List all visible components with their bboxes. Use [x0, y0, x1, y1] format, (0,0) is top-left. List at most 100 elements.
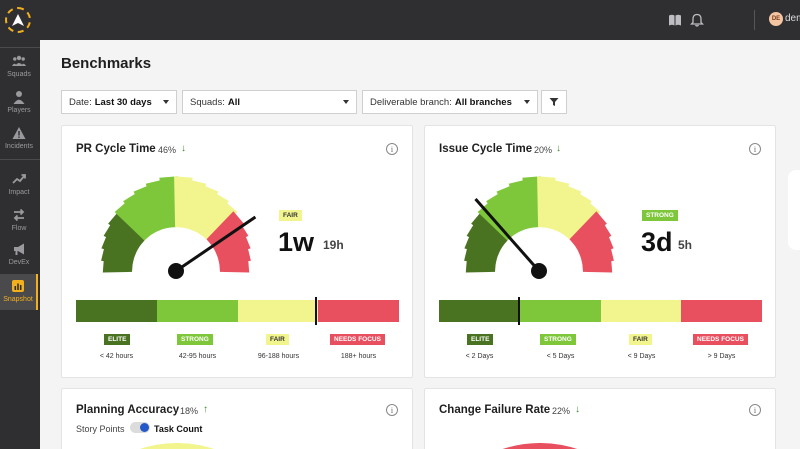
squads-filter-label: Squads:: [190, 96, 225, 108]
gauge-partial: [139, 443, 215, 449]
level-elite: ELITE: [467, 334, 494, 345]
sidebar-item-label: Snapshot: [3, 296, 33, 303]
gauge-segment: [201, 201, 238, 241]
caret-down-icon: [163, 100, 169, 104]
gauge: [464, 176, 614, 279]
gauge-segment: [564, 201, 601, 241]
gauge-segment: [574, 222, 612, 252]
logo-icon: [12, 14, 24, 26]
metric-toggle[interactable]: [130, 422, 150, 433]
sidebar-item-impact[interactable]: Impact: [0, 172, 38, 206]
card-percent: 22%: [552, 406, 571, 416]
gauge-segment: [123, 192, 157, 236]
card-title: Change Failure Rate: [439, 404, 551, 416]
gauge-segment: [159, 176, 178, 228]
sidebar-item-squads[interactable]: Squads: [0, 54, 38, 88]
date-filter-value: Last 30 days: [94, 96, 152, 108]
card-title: Planning Accuracy: [76, 404, 180, 416]
gauge-hub: [168, 263, 184, 279]
gauge-segment: [577, 234, 614, 259]
sidebar-item-incidents[interactable]: Incidents: [0, 126, 38, 160]
gauge-segment: [188, 184, 219, 233]
sidebar-item-label: Squads: [7, 71, 31, 78]
gauge-segment: [103, 222, 141, 252]
arrow-up-icon: ↑: [203, 404, 208, 415]
bar-segment-elite: [439, 300, 520, 322]
gauge-segment: [101, 246, 135, 265]
user-name[interactable]: demo: [785, 13, 800, 24]
sidebar-item-players[interactable]: Players: [0, 90, 38, 124]
gauge: [101, 176, 257, 279]
sidebar: Squads Players Incidents Impact Flow Dev…: [0, 0, 40, 449]
logo[interactable]: [5, 7, 31, 33]
bar-marker: [518, 297, 520, 325]
bar-segment-needs-focus: [681, 300, 762, 322]
toggle-label-story-points: Story Points: [76, 424, 125, 434]
sidebar-divider: [0, 159, 40, 160]
status-badge: FAIR: [279, 210, 302, 221]
squads-icon: [12, 55, 26, 66]
page-title: Benchmarks: [61, 55, 152, 72]
level-strong: STRONG: [177, 334, 213, 345]
info-icon[interactable]: i: [749, 404, 761, 416]
bell-icon[interactable]: [690, 13, 704, 27]
squads-filter[interactable]: Squads: All: [182, 90, 357, 114]
sidebar-divider: [0, 47, 40, 48]
range-needs-focus: > 9 Days: [707, 353, 736, 360]
trend-icon: [12, 174, 26, 184]
info-icon[interactable]: i: [386, 143, 398, 155]
sidebar-item-label: Impact: [8, 189, 30, 196]
branch-filter-label: Deliverable branch:: [370, 96, 452, 108]
info-icon[interactable]: i: [749, 143, 761, 155]
gauge-segment: [206, 211, 244, 246]
gauge-segment: [558, 192, 592, 236]
sidebar-item-label: Flow: [11, 225, 27, 232]
gauge-segment: [464, 246, 498, 265]
toggle-knob: [140, 423, 149, 432]
book-icon[interactable]: [668, 13, 682, 27]
gauge-hub: [531, 263, 547, 279]
range-strong: 42-95 hours: [178, 353, 217, 360]
change-failure-rate-card: Change Failure Rate 22% ↓ i: [424, 388, 776, 449]
card-title: Issue Cycle Time: [439, 143, 533, 155]
metric-subvalue: 5h: [678, 238, 693, 252]
level-strong: STRONG: [540, 334, 576, 345]
date-filter[interactable]: Date: Last 30 days: [61, 90, 177, 114]
avatar[interactable]: DE: [769, 12, 783, 26]
gauge-segment: [569, 211, 607, 246]
gauge-segment: [582, 258, 613, 273]
planning-accuracy-card: Planning Accuracy 18% ↑ i Story Points T…: [61, 388, 413, 449]
gauge-partial: [502, 443, 578, 449]
gauge-segment: [101, 234, 138, 259]
card-percent: 46%: [158, 145, 177, 155]
branch-filter[interactable]: Deliverable branch: All branches: [362, 90, 538, 114]
topbar-divider: [754, 10, 755, 30]
benchmark-bar: [439, 300, 762, 322]
level-needs-focus: NEEDS FOCUS: [330, 334, 385, 345]
level-fair: FAIR: [629, 334, 652, 345]
range-strong: < 5 Days: [546, 353, 575, 360]
caret-down-icon: [343, 100, 349, 104]
squads-filter-value: All: [227, 96, 241, 108]
info-icon[interactable]: i: [386, 404, 398, 416]
sidebar-item-snapshot[interactable]: Snapshot: [0, 274, 38, 310]
gauge-segment: [551, 184, 582, 233]
gauge-segment: [195, 192, 229, 236]
gauge-segment: [214, 234, 251, 259]
snapshot-icon: [12, 280, 24, 292]
bar-segment-strong: [156, 300, 238, 322]
sidebar-item-flow[interactable]: Flow: [0, 208, 38, 242]
bar-segment-elite: [76, 300, 157, 322]
filter-icon: [549, 98, 559, 106]
benchmark-bar: [76, 300, 399, 322]
range-needs-focus: 188+ hours: [340, 353, 377, 360]
filter-button[interactable]: [541, 90, 567, 114]
range-elite: < 42 hours: [99, 353, 134, 360]
date-filter-label: Date:: [69, 96, 92, 108]
sidebar-item-devex[interactable]: DevEx: [0, 242, 38, 276]
gauge-segment: [486, 192, 520, 236]
card-percent: 20%: [534, 145, 553, 155]
gauge-segment: [466, 222, 504, 252]
side-panel-handle[interactable]: [788, 170, 800, 250]
gauge-segment: [114, 201, 151, 241]
